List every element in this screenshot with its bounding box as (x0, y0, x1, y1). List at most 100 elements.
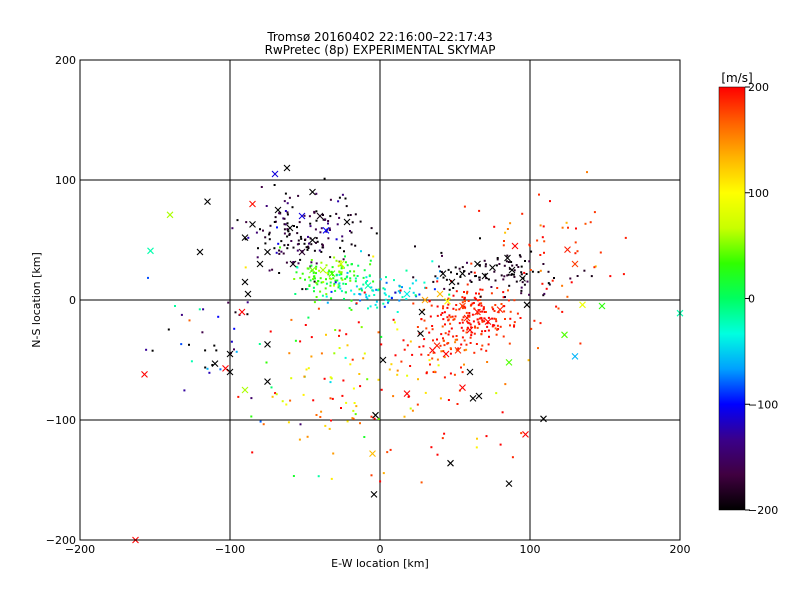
data-point (436, 358, 439, 361)
data-point (473, 351, 476, 354)
data-point (352, 417, 355, 420)
data-point (259, 420, 262, 423)
data-point (502, 244, 505, 247)
data-point (443, 376, 446, 379)
x-marker (264, 341, 271, 348)
data-point (449, 372, 452, 375)
x-marker (372, 411, 379, 419)
data-point (537, 271, 540, 274)
x-marker (421, 296, 429, 304)
data-point (429, 363, 431, 366)
data-point (385, 281, 388, 284)
data-point (233, 327, 236, 330)
data-point (443, 356, 446, 359)
data-point (411, 353, 414, 356)
data-point (285, 403, 288, 406)
data-point (494, 304, 497, 306)
data-point (502, 296, 505, 299)
data-point (508, 284, 511, 287)
data-point (362, 276, 365, 279)
data-point (399, 291, 401, 294)
data-point (292, 261, 295, 263)
data-point (503, 310, 506, 313)
data-point (301, 272, 304, 275)
data-point (470, 262, 473, 265)
data-point (506, 254, 509, 257)
data-point (273, 184, 276, 186)
data-point (472, 302, 475, 304)
data-point (508, 342, 511, 345)
data-point (477, 304, 480, 307)
data-point (333, 352, 336, 355)
data-point (343, 250, 345, 253)
data-point (408, 287, 411, 290)
data-point (376, 306, 379, 309)
data-point (465, 311, 468, 314)
data-point (536, 239, 539, 242)
x-marker (439, 270, 447, 277)
data-point (349, 270, 352, 273)
data-point (315, 210, 318, 213)
data-point (355, 405, 358, 408)
data-point (306, 267, 309, 270)
data-point (322, 214, 324, 216)
data-point (315, 192, 318, 195)
data-point (513, 324, 516, 327)
x-marker (211, 360, 219, 367)
data-point (575, 227, 577, 230)
y-tick-label: −100 (46, 414, 76, 427)
data-point (394, 291, 397, 294)
data-point (516, 312, 519, 315)
x-marker (403, 290, 411, 298)
data-point (521, 281, 524, 284)
data-point (567, 226, 569, 229)
data-point (411, 409, 414, 412)
data-point (466, 328, 469, 331)
data-point (313, 290, 315, 293)
data-point (465, 343, 468, 346)
data-point (354, 277, 357, 280)
x-marker (241, 234, 249, 241)
y-axis-label: N-S location [km] (30, 252, 43, 348)
data-point (549, 200, 551, 203)
data-point (296, 226, 298, 229)
data-point (420, 318, 423, 320)
data-point (283, 244, 286, 247)
data-point (460, 366, 462, 369)
colorbar-label: [m/s] (721, 71, 752, 85)
data-point (480, 317, 483, 320)
data-point (447, 297, 450, 300)
x-marker (298, 212, 306, 220)
data-point (501, 411, 504, 414)
data-point (478, 276, 481, 279)
data-point (350, 308, 353, 311)
data-point (433, 370, 436, 373)
data-point (483, 259, 486, 262)
x-marker (403, 390, 411, 397)
data-point (469, 323, 472, 326)
data-point (265, 205, 268, 207)
x-marker (523, 301, 531, 309)
data-point (377, 418, 380, 420)
data-point (370, 227, 373, 230)
data-point (339, 264, 342, 267)
data-point (151, 349, 154, 352)
data-point (274, 392, 277, 395)
x-marker (264, 378, 271, 385)
data-point (463, 291, 465, 293)
data-point (570, 281, 573, 284)
data-point (334, 279, 337, 282)
data-point (480, 333, 483, 336)
data-point (466, 290, 469, 293)
data-point (188, 319, 191, 322)
data-point (340, 277, 343, 280)
x-marker (196, 248, 204, 256)
data-point (306, 248, 309, 251)
data-point (449, 316, 452, 319)
data-point (288, 352, 291, 355)
data-point (476, 437, 478, 440)
data-point (339, 246, 342, 249)
data-point (258, 343, 261, 345)
data-point (520, 286, 523, 289)
data-point (403, 415, 406, 418)
